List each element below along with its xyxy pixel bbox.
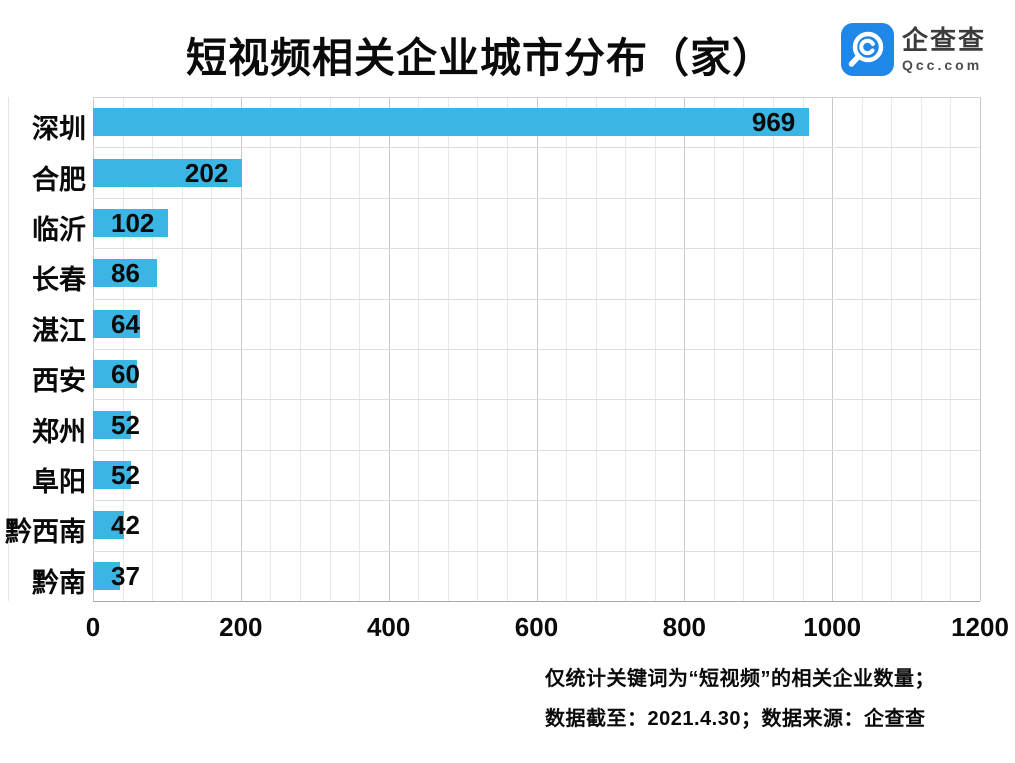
qcc-logo-icon [841,23,894,76]
qcc-logo: 企查查 Qcc.com [841,23,986,76]
gridline-h [93,147,980,148]
gridline-h [93,299,980,300]
qcc-logo-text: 企查查 Qcc.com [902,26,986,74]
x-axis-label-200: 200 [219,612,263,642]
x-axis-label-0: 0 [85,612,101,642]
bar-value-label: 37 [111,560,140,591]
bar-value-label: 42 [111,510,140,541]
category-label-合肥: 合肥 [32,164,86,195]
category-label-郑州: 郑州 [32,416,86,447]
category-label-临沂: 临沂 [32,215,86,245]
gridline-h [93,551,980,552]
gridline-h [93,450,980,451]
bar-合肥: 202 [93,157,243,188]
bar-黔西南 [93,511,125,540]
gridline-h [93,248,980,249]
left-border-line [8,97,9,601]
gridline-v-major [980,97,981,601]
bar-阜阳 [93,461,132,489]
bar-西安 [93,360,138,389]
x-axis-label-800: 800 [662,612,707,642]
bar-value-label: 202 [184,157,229,188]
category-label-深圳: 深圳 [32,114,86,145]
bar-郑州 [93,410,132,439]
bar-湛江 [93,309,141,338]
bar-长春 [93,259,157,288]
bar-value-label: 86 [111,258,140,289]
gridline-h [93,500,980,501]
bar-临沂 [93,209,169,237]
bar-value-label: 52 [111,460,140,490]
footer-note-line2: 数据截至：2021.4.30；数据来源：企查查 [545,708,926,730]
qcc-logo-domain: Qcc.com [902,57,983,74]
gridline-h [93,198,980,199]
category-label-湛江: 湛江 [32,315,86,346]
gridline-h [93,349,980,350]
bar-value-label: 102 [111,208,155,238]
bar-value-label: 52 [111,409,140,440]
category-label-阜阳: 阜阳 [32,467,86,497]
x-axis-label-600: 600 [514,612,559,642]
bar-深圳: 969 [93,107,810,138]
category-label-长春: 长春 [32,265,86,296]
x-axis-label-1200: 1200 [951,612,1009,642]
magnifier-q-icon [848,31,884,67]
plot-area: 969 202 102 86 64 60 52 52 42 37 [93,97,981,602]
x-axis-label-1000: 1000 [803,612,862,642]
bar-黔南 [93,561,121,590]
gridline-h [93,97,980,98]
footer-note-line1: 仅统计关键词为“短视频”的相关企业数量； [545,668,935,690]
qcc-logo-name: 企查查 [902,24,987,55]
gridline-h [93,399,980,400]
category-label-西安: 西安 [32,366,86,397]
bar-value-label: 60 [111,359,140,390]
category-label-黔南: 黔南 [32,567,86,598]
category-label-黔西南: 黔西南 [5,517,86,548]
x-axis-line [93,601,980,602]
bar-value-label: 64 [111,308,140,339]
x-axis-label-400: 400 [366,612,411,642]
bar-value-label: 969 [751,107,796,138]
chart-title: 短视频相关企业城市分布（家） [186,35,774,81]
